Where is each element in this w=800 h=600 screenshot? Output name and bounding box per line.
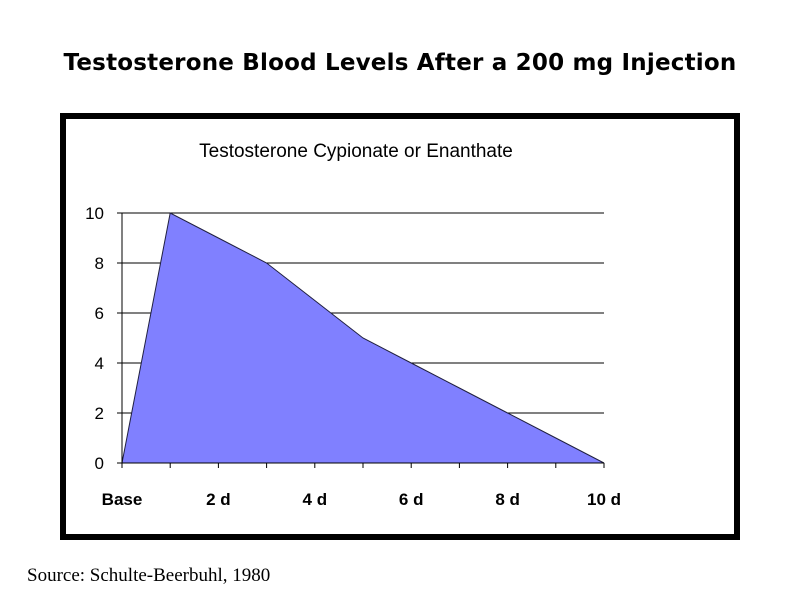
source-note: Source: Schulte-Beerbuhl, 1980 — [27, 565, 271, 586]
chart-title: Testosterone Cypionate or Enanthate — [199, 141, 513, 162]
series-area — [121, 212, 605, 464]
y-tick-label: 8 — [95, 254, 104, 273]
y-tick-label: 6 — [95, 304, 104, 323]
x-tick-label: 8 d — [495, 490, 520, 509]
x-tick-label: 2 d — [206, 490, 231, 509]
x-tick-label: 10 d — [587, 490, 621, 509]
x-tick-label: Base — [102, 490, 143, 509]
chart-frame: Testosterone Cypionate or Enanthate 0 2 4 6… — [60, 113, 740, 540]
area-series-0 — [121, 212, 605, 464]
y-tick-label: 2 — [95, 404, 104, 423]
y-tick-label: 10 — [85, 204, 104, 223]
x-tick-label: 6 d — [399, 490, 424, 509]
y-tick-label: 4 — [95, 354, 104, 373]
area-chart: Testosterone Cypionate or Enanthate 0 2 4 6… — [66, 119, 734, 534]
y-tick-labels: 0 2 4 6 8 10 — [85, 204, 104, 473]
page-title: Testosterone Blood Levels After a 200 mg… — [63, 50, 737, 76]
axes — [117, 212, 605, 468]
y-tick-label: 0 — [95, 454, 104, 473]
x-tick-label: 4 d — [303, 490, 328, 509]
x-tick-labels: Base 2 d 4 d 6 d 8 d 10 d — [102, 490, 621, 509]
